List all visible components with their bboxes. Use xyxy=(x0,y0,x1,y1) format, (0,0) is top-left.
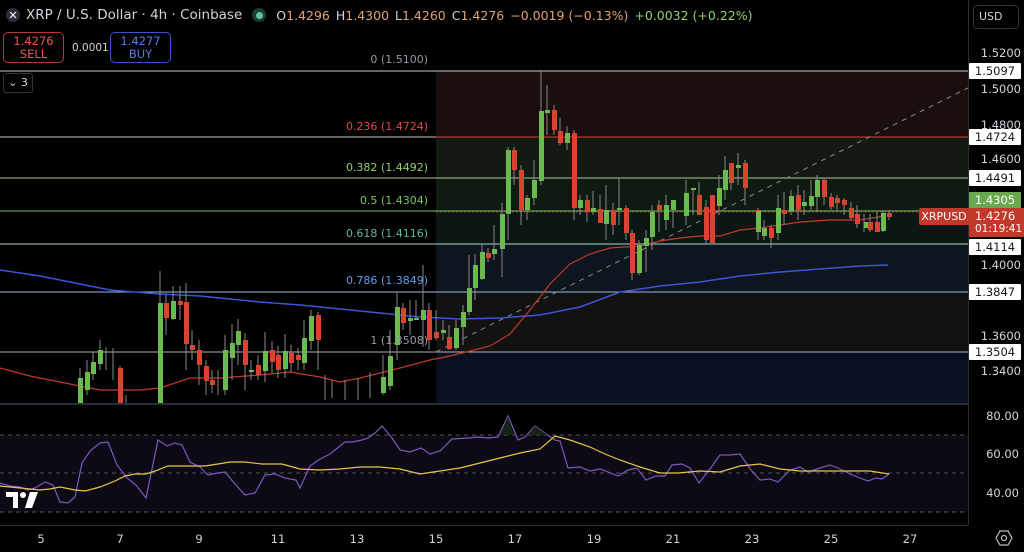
current-price-label: 1.4276 01:19:41 xyxy=(969,208,1024,237)
bar-countdown: 01:19:41 xyxy=(975,223,1023,235)
time-tick: 17 xyxy=(507,532,523,546)
chevron-down-icon: ⌄ xyxy=(8,76,18,89)
buy-price: 1.4277 xyxy=(120,34,161,48)
symbol-title[interactable]: XRP / U.S. Dollar · 4h · Coinbase xyxy=(26,7,243,23)
time-tick: 9 xyxy=(195,532,203,546)
price-tick: 1.3400 xyxy=(980,364,1021,378)
fib-label-0618: 0.618 (1.4116) xyxy=(345,227,428,240)
level-label: 1.4724 xyxy=(969,129,1021,145)
fib-label-0236: 0.236 (1.4724) xyxy=(345,120,428,133)
symbol-tag: XRPUSD xyxy=(919,208,969,225)
rsi-tick: 40.00 xyxy=(986,486,1019,500)
time-tick: 25 xyxy=(823,532,839,546)
extra-change-value: +0.0032 (+0.22%) xyxy=(634,7,753,23)
tradingview-logo-icon[interactable] xyxy=(6,490,38,510)
fib-label-05: 0.5 (1.4304) xyxy=(359,194,428,207)
change-value: −0.0019 (−0.13%) xyxy=(510,7,629,23)
sell-price: 1.4276 xyxy=(13,34,54,48)
sell-button[interactable]: 1.4276 SELL xyxy=(3,32,64,63)
fib-label-1: 1 (1.3508) xyxy=(370,334,428,347)
price-tick: 1.5200 xyxy=(980,46,1021,60)
level-label: 1.4114 xyxy=(969,239,1021,255)
time-tick: 13 xyxy=(349,532,365,546)
price-tick: 1.4800 xyxy=(980,118,1021,132)
market-status-icon[interactable] xyxy=(252,8,267,22)
price-tick: 1.5000 xyxy=(980,82,1021,96)
sell-label: SELL xyxy=(19,47,48,61)
settings-gear-icon[interactable] xyxy=(995,530,1013,546)
fib-label-0786: 0.786 (1.3849) xyxy=(345,274,428,287)
price-tick: 1.3600 xyxy=(980,329,1021,343)
time-axis[interactable]: 5 7 9 11 13 15 17 19 21 23 25 27 xyxy=(0,525,968,552)
time-tick: 27 xyxy=(902,532,918,546)
level-label: 1.3847 xyxy=(969,284,1021,300)
time-tick: 21 xyxy=(665,532,681,546)
price-tick: 1.4000 xyxy=(980,258,1021,272)
indicators-toggle-button[interactable]: ⌄ 3 xyxy=(3,73,33,93)
time-tick: 11 xyxy=(270,532,286,546)
fib-label-0: 0 (1.5100) xyxy=(370,53,428,66)
time-tick: 15 xyxy=(428,532,444,546)
spread-value: 0.0001 xyxy=(72,42,109,54)
chart-header: ✕ XRP / U.S. Dollar · 4h · Coinbase O1.4… xyxy=(0,0,968,34)
time-tick: 7 xyxy=(116,532,124,546)
rsi-ma-line xyxy=(0,435,890,492)
time-tick: 19 xyxy=(586,532,602,546)
fib-label-0382: 0.382 (1.4492) xyxy=(345,161,428,174)
buy-button[interactable]: 1.4277 BUY xyxy=(110,32,171,63)
price-chart[interactable] xyxy=(0,0,968,525)
rsi-line xyxy=(0,414,890,504)
candles xyxy=(78,70,892,403)
level-label: 1.3504 xyxy=(969,344,1021,360)
price-axis[interactable]: 1.5200 1.5000 1.4800 1.4600 1.4000 1.360… xyxy=(968,0,1024,525)
rsi-tick: 60.00 xyxy=(986,447,1019,461)
level-label: 1.4491 xyxy=(969,170,1021,186)
ohlc-values: O1.4296 H1.4300 L1.4260 C1.4276 −0.0019 … xyxy=(276,7,753,23)
pane-separator[interactable] xyxy=(0,403,968,405)
time-tick: 23 xyxy=(744,532,760,546)
price-tick: 1.4600 xyxy=(980,152,1021,166)
time-tick: 5 xyxy=(37,532,45,546)
currency-select[interactable]: USD xyxy=(973,5,1019,29)
ma-price-label: 1.4305 xyxy=(969,192,1021,208)
level-label: 1.5097 xyxy=(969,63,1021,79)
x-logo-icon: ✕ xyxy=(6,8,20,22)
rsi-tick: 80.00 xyxy=(986,409,1019,423)
buy-label: BUY xyxy=(128,47,153,61)
